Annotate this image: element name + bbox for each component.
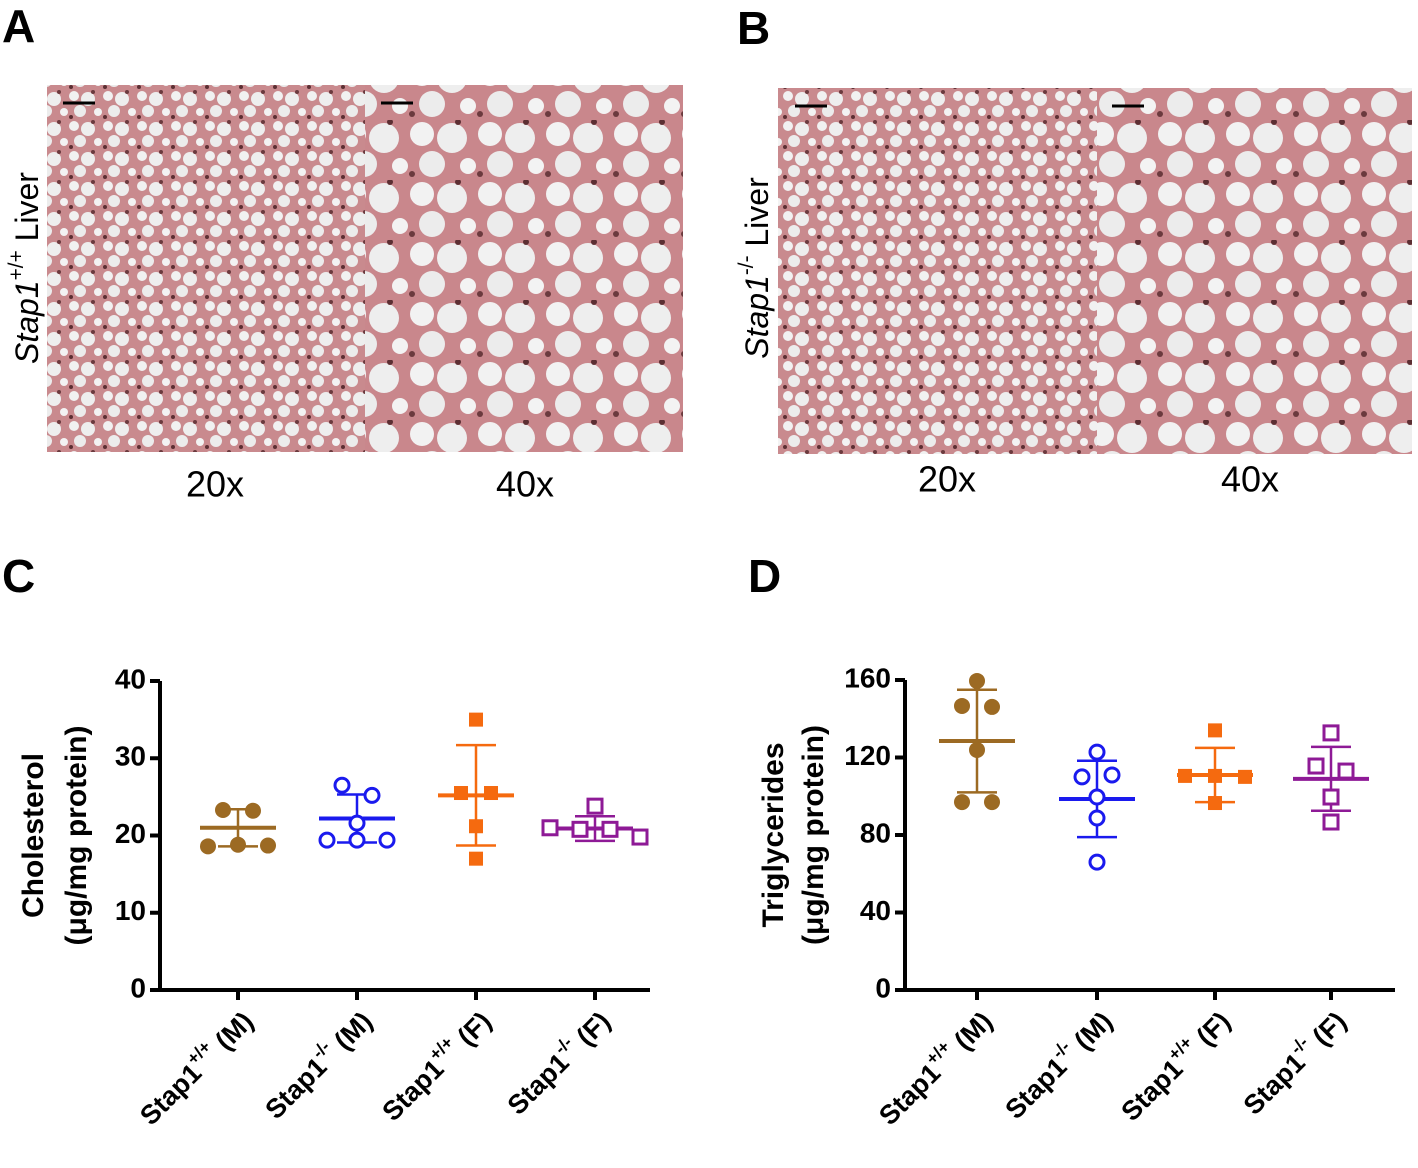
genotype-label: Stap1+/+ Liver — [5, 172, 46, 364]
y-tick-label: 40 — [115, 663, 146, 694]
data-point — [318, 831, 336, 849]
y-axis-label: Cholesterol — [17, 753, 50, 918]
data-point — [454, 786, 468, 801]
y-tick-label: 120 — [844, 740, 891, 771]
data-point — [469, 851, 483, 866]
y-tick-label: 40 — [860, 895, 891, 926]
data-point — [245, 802, 261, 819]
panel-b — [778, 88, 1412, 454]
x-tick-label: Stap1+/+ (M) — [869, 1002, 998, 1131]
data-point — [1208, 796, 1222, 811]
data-point — [348, 831, 366, 849]
data-point — [1088, 788, 1106, 806]
y-axis-label: (μg/mg protein) — [60, 726, 93, 946]
data-point — [1337, 762, 1355, 780]
data-point — [631, 828, 649, 846]
data-point — [1178, 768, 1192, 783]
panel-letter: B — [737, 2, 770, 54]
magnification-label: 40x — [1221, 459, 1279, 500]
data-point — [1208, 723, 1222, 738]
x-tick-label: Stap1-/- (M) — [996, 1002, 1119, 1125]
x-tick-label: Stap1-/- (F) — [1234, 1002, 1352, 1120]
magnification-label: 40x — [496, 464, 554, 505]
data-point — [469, 712, 483, 727]
y-tick-label: 160 — [844, 662, 891, 693]
y-tick-label: 10 — [115, 895, 146, 926]
data-point — [378, 831, 396, 849]
histology-image — [47, 85, 365, 452]
x-tick-label: Stap1-/- (F) — [498, 1002, 616, 1120]
y-tick-label: 20 — [115, 818, 146, 849]
data-point — [1088, 809, 1106, 827]
y-tick-label: 0 — [875, 972, 891, 1003]
histology-image — [1097, 88, 1412, 454]
data-point — [984, 698, 1000, 715]
x-tick-label: Stap1-/- (M) — [256, 1002, 379, 1125]
data-point — [571, 820, 589, 838]
data-point — [469, 819, 483, 834]
data-point — [1322, 813, 1340, 831]
y-tick-label: 0 — [130, 972, 146, 1003]
y-axis-label: Triglycerides — [757, 742, 790, 927]
data-point — [984, 794, 1000, 811]
chart: C Cholesterol (μg/mg protein) 0 10 20 30 40 Stap… — [2, 550, 650, 1131]
panel-letter: C — [2, 550, 35, 602]
data-point — [1238, 769, 1252, 784]
data-point — [1307, 757, 1325, 775]
data-point — [1088, 743, 1106, 761]
data-point — [1208, 768, 1222, 783]
data-point — [363, 786, 381, 804]
data-point — [200, 838, 216, 855]
data-point — [333, 776, 351, 794]
magnification-label: 20x — [918, 459, 976, 500]
data-point — [954, 794, 970, 811]
data-point — [586, 797, 604, 815]
panel-letter: A — [2, 0, 35, 52]
y-axis-label: (μg/mg protein) — [797, 725, 830, 945]
data-point — [1103, 766, 1121, 784]
data-point — [230, 836, 246, 853]
panel-a — [47, 85, 683, 452]
data-point — [1322, 788, 1340, 806]
data-point — [1073, 768, 1091, 786]
x-tick-label: Stap1+/+ (M) — [130, 1002, 259, 1131]
histology-image — [365, 85, 683, 452]
magnification-label: 20x — [186, 464, 244, 505]
data-point — [260, 837, 276, 854]
data-point — [969, 672, 985, 689]
y-tick-label: 30 — [115, 741, 146, 772]
data-point — [601, 820, 619, 838]
genotype-label: Stap1-/- Liver — [735, 177, 776, 359]
data-point — [484, 786, 498, 801]
data-point — [348, 814, 366, 832]
x-tick-label: Stap1+/+ (F) — [373, 1002, 498, 1127]
chart: D Triglycerides (μg/mg protein) 0 40 80 120 160… — [748, 550, 1395, 1131]
data-point — [541, 819, 559, 837]
data-point — [969, 741, 985, 758]
x-tick-label: Stap1+/+ (F) — [1112, 1002, 1237, 1127]
data-point — [1088, 853, 1106, 871]
data-point — [215, 802, 231, 819]
data-point — [1322, 724, 1340, 742]
data-point — [954, 697, 970, 714]
histology-image — [778, 88, 1097, 454]
panel-letter: D — [748, 550, 781, 602]
y-tick-label: 80 — [860, 817, 891, 848]
